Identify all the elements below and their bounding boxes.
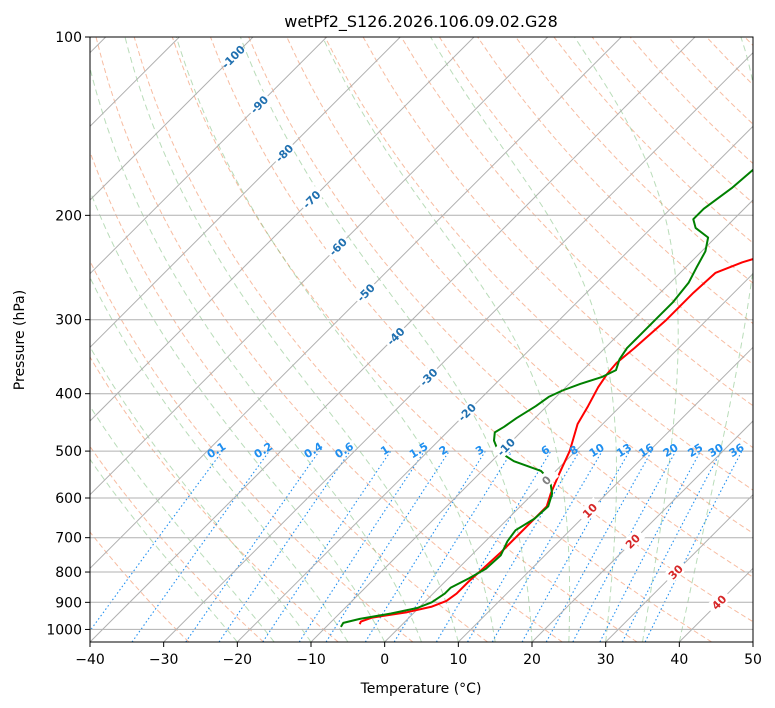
- moist-adiabat: [90, 276, 349, 642]
- series-layer: [340, 168, 753, 628]
- mixing-ratio-line: [545, 450, 653, 642]
- isotherm-label-bg: [662, 558, 689, 585]
- dry-adiabat: [95, 37, 563, 642]
- mixing-ratio-line: [218, 450, 351, 642]
- y-tick-label: 300: [55, 313, 82, 329]
- plot-background: [90, 37, 753, 642]
- mixing-ratio-line: [393, 450, 513, 642]
- isotherm-label-bg: [219, 43, 246, 70]
- isotherm-label-bg: [324, 233, 351, 260]
- pressure-gridlines: [90, 36, 753, 630]
- moist-adiabat: [239, 37, 533, 642]
- mixing-ratio-line: [131, 450, 270, 642]
- y-tick-label: 900: [55, 595, 82, 611]
- isotherm-label-bg: [453, 398, 480, 426]
- moist-adiabat: [430, 37, 617, 642]
- x-tick-label: 10: [449, 652, 467, 668]
- isotherm-label-bg: [492, 433, 519, 460]
- background-lines: [90, 37, 753, 642]
- mixing-ratio-line: [521, 450, 630, 642]
- isotherm-gridline: [163, 51, 753, 642]
- x-tick-label: 0: [380, 652, 389, 668]
- y-tick-label: 800: [55, 565, 82, 581]
- isotherm-label-bg: [245, 91, 272, 118]
- mixing-ratio-line: [262, 450, 392, 642]
- x-tick-label: −20: [223, 652, 253, 668]
- x-tick-label: −30: [149, 652, 179, 668]
- isotherm-gridline: [236, 125, 753, 642]
- isotherm-gridline: [90, 37, 475, 422]
- isotherm-gridline: [90, 37, 622, 570]
- isotherm-gridline: [90, 37, 549, 496]
- plot-frame: [89, 36, 754, 643]
- isotherm-label-bg: [382, 322, 409, 350]
- dry-adiabat: [90, 356, 339, 642]
- dry-adiabat: [90, 445, 264, 642]
- mixing-ratio-line: [298, 450, 425, 642]
- isotherm-label-bg: [298, 185, 325, 213]
- isotherm-label-bg: [415, 363, 442, 390]
- moist-adiabat: [90, 458, 238, 642]
- isotherm-label-bg: [576, 497, 603, 524]
- y-tick-label: 400: [55, 387, 82, 403]
- y-tick-label: 200: [55, 208, 82, 224]
- x-tick-label: −10: [296, 652, 326, 668]
- x-tick-label: 20: [523, 652, 541, 668]
- dry-adiabat: [248, 37, 753, 578]
- y-axis: 100 200 300 400 500 600 700 800 900 1000: [46, 30, 90, 638]
- moist-adiabat: [574, 37, 679, 642]
- isotherm-gridline: [752, 641, 753, 642]
- isotherm-gridline: [90, 37, 401, 349]
- isotherm-gridline: [90, 37, 328, 275]
- y-axis-title: Pressure (hPa): [12, 290, 28, 390]
- moist-adiabat: [90, 189, 386, 642]
- moist-adiabat: [678, 37, 753, 642]
- moist-adiabat: [90, 65, 422, 642]
- y-tick-label: 600: [55, 491, 82, 507]
- moist-adiabat: [90, 405, 275, 642]
- mixing-ratio-line: [185, 450, 320, 642]
- dry-adiabat: [515, 37, 753, 284]
- moist-adiabat: [175, 37, 496, 642]
- mixing-ratio-line: [90, 450, 223, 632]
- isotherm-gridline: [310, 199, 753, 642]
- dry-adiabat: [210, 37, 753, 623]
- x-axis: −40 −30 −20 −10 0 10 20 30 40 50: [75, 642, 762, 668]
- dry-adiabat: [400, 37, 753, 407]
- dewpoint-line: [340, 168, 753, 628]
- chart-title: wetPf2_S126.2026.106.09.02.G28: [284, 12, 558, 32]
- isotherm-label-bg: [352, 279, 379, 306]
- mixing-ratio-line: [644, 450, 743, 642]
- x-axis-title: Temperature (°C): [360, 681, 482, 697]
- isotherm-label-bg: [270, 139, 298, 166]
- moist-adiabat: [322, 37, 571, 642]
- y-tick-label: 500: [55, 444, 82, 460]
- isotherm-gridline: [90, 37, 254, 201]
- x-tick-label: 50: [744, 652, 762, 668]
- isotherm-label-bg: [532, 466, 560, 494]
- isotherm-gridline: [384, 272, 753, 642]
- dry-adiabat: [324, 37, 753, 491]
- mixing-ratio-line: [325, 450, 450, 642]
- moist-adiabat: [124, 37, 459, 642]
- dry-adiabat: [90, 531, 190, 642]
- dry-adiabat: [133, 37, 638, 642]
- dry-adiabat: [438, 37, 753, 366]
- dry-adiabat: [90, 150, 488, 642]
- dry-adiabat: [171, 37, 712, 642]
- mixing-ratio-line: [572, 450, 677, 642]
- isotherm-label-bg: [705, 588, 732, 616]
- y-tick-label: 700: [55, 531, 82, 547]
- isotherm-label-bg: [619, 527, 646, 555]
- isotherm-gridline: [605, 493, 753, 642]
- x-tick-label: −40: [75, 652, 105, 668]
- x-tick-label: 40: [670, 652, 688, 668]
- isotherm-gridline: [457, 346, 753, 642]
- y-tick-label: 1000: [46, 622, 82, 638]
- temperature-line: [358, 258, 753, 625]
- x-tick-label: 30: [597, 652, 615, 668]
- y-tick-label: 100: [55, 30, 82, 46]
